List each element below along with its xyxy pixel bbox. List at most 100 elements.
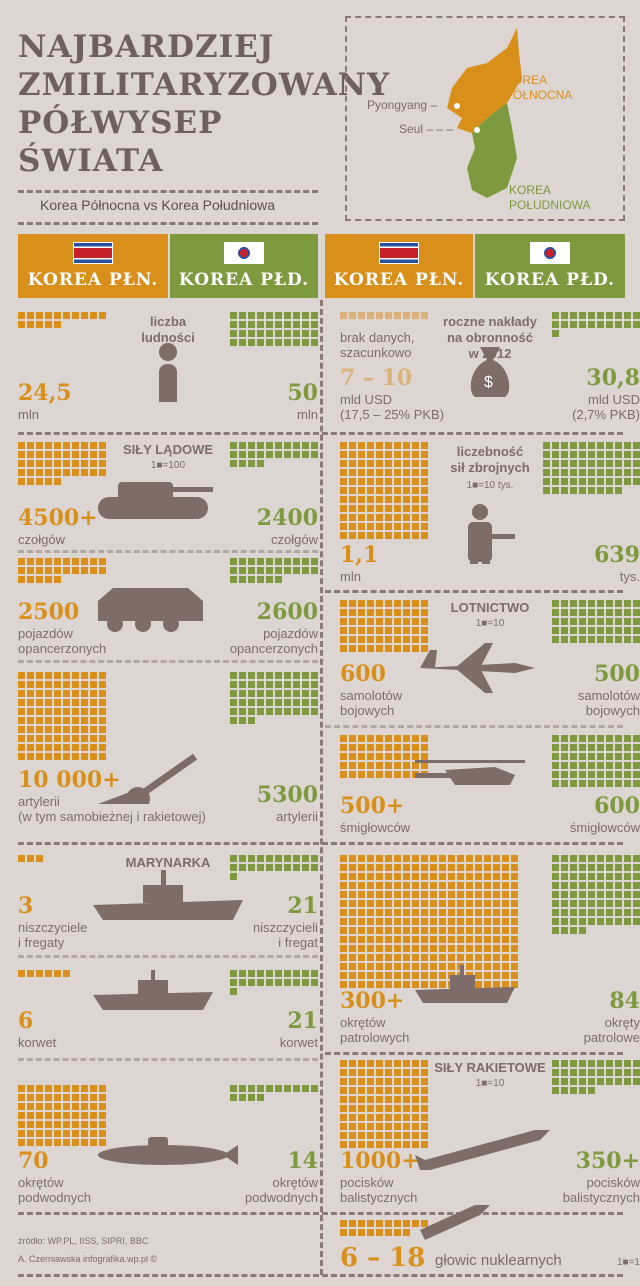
pictogram-square [18, 690, 25, 697]
pictogram-square [552, 909, 559, 916]
missile-icon [415, 1100, 565, 1190]
pictogram-square [72, 442, 79, 449]
pictogram-square [615, 744, 622, 751]
pictogram-square [72, 717, 79, 724]
pictogram-square [412, 918, 419, 925]
pictogram-square [18, 1103, 25, 1110]
pictogram-square [54, 1139, 61, 1146]
pictogram-square [63, 442, 70, 449]
pictogram-square [358, 600, 365, 607]
pictogram-square [570, 753, 577, 760]
pictogram-square [18, 1094, 25, 1101]
pictogram-square [257, 864, 264, 871]
pictogram-square [349, 1069, 356, 1076]
pictogram-square [266, 330, 273, 337]
pictogram-square [63, 460, 70, 467]
pictogram-square [561, 478, 568, 485]
pictogram-square [412, 762, 419, 769]
pictogram-square [81, 469, 88, 476]
pictogram-square [457, 945, 464, 952]
pictogram-square [340, 981, 347, 988]
pictogram-square [257, 339, 264, 346]
pictogram-square [403, 927, 410, 934]
pictogram-square [448, 918, 455, 925]
pictogram-square [340, 600, 347, 607]
pictogram-square [293, 330, 300, 337]
pictogram-square [81, 717, 88, 724]
pictogram-square [439, 918, 446, 925]
pictogram-square [239, 855, 246, 862]
pictogram-square [385, 918, 392, 925]
pictogram-square [293, 864, 300, 871]
pictogram-square [502, 963, 509, 970]
pictogram-square [570, 927, 577, 934]
pictogram-square [588, 609, 595, 616]
pictogram-square [412, 855, 419, 862]
south-korea-unit: okrętów podwodnych [245, 1175, 318, 1205]
pictogram-square [493, 981, 500, 988]
pictogram-square [376, 735, 383, 742]
north-korea-pictogram [18, 970, 106, 977]
pictogram-square [385, 1141, 392, 1148]
south-korea-value: 600 [594, 793, 640, 819]
pictogram-square [448, 891, 455, 898]
pictogram-square [552, 864, 559, 871]
pictogram-square [248, 321, 255, 328]
pictogram-square [311, 708, 318, 715]
pictogram-square [284, 312, 291, 319]
pictogram-square [606, 882, 613, 889]
pictogram-square [579, 771, 586, 778]
pictogram-square [239, 442, 246, 449]
pictogram-square [275, 558, 282, 565]
pictogram-square [230, 1094, 237, 1101]
pictogram-square [99, 753, 106, 760]
pictogram-square [561, 855, 568, 862]
pictogram-square [552, 487, 559, 494]
pictogram-square [475, 918, 482, 925]
north-korea-flag-icon [73, 242, 113, 264]
pictogram-square [72, 312, 79, 319]
pictogram-square [90, 460, 97, 467]
pictogram-square [367, 1132, 374, 1139]
pictogram-square [266, 681, 273, 688]
pictogram-square [340, 487, 347, 494]
pictogram-square [63, 708, 70, 715]
pictogram-square [466, 909, 473, 916]
pictogram-square [394, 900, 401, 907]
pictogram-square [493, 918, 500, 925]
south-korea-unit: pocisków balistycznych [562, 1175, 640, 1205]
pictogram-square [349, 1060, 356, 1067]
pictogram-square [561, 1087, 568, 1094]
pictogram-square [475, 882, 482, 889]
pictogram-square [475, 981, 482, 988]
pictogram-square [597, 1060, 604, 1067]
pictogram-square [561, 771, 568, 778]
pictogram-square [63, 717, 70, 724]
pictogram-square [349, 627, 356, 634]
pictogram-square [230, 451, 237, 458]
pictogram-square [239, 576, 246, 583]
north-korea-value: 2500 [18, 599, 80, 625]
pictogram-square [340, 618, 347, 625]
pictogram-square [412, 442, 419, 449]
pictogram-square [358, 1087, 365, 1094]
pictogram-square [367, 460, 374, 467]
pictogram-square [349, 600, 356, 607]
pictogram-square [430, 981, 437, 988]
pictogram-square [302, 864, 309, 871]
north-korea-stat: 1,1 mln [340, 442, 640, 584]
pictogram-square [588, 900, 595, 907]
pictogram-square [358, 496, 365, 503]
pictogram-square [552, 618, 559, 625]
pictogram-square [293, 312, 300, 319]
pictogram-square [439, 927, 446, 934]
pictogram-square [624, 864, 631, 871]
pictogram-square [99, 1139, 106, 1146]
pictogram-square [376, 451, 383, 458]
pictogram-square [367, 523, 374, 530]
pictogram-square [466, 936, 473, 943]
pictogram-square [412, 645, 419, 652]
pictogram-square [493, 855, 500, 862]
pictogram-square [376, 1229, 383, 1236]
pictogram-square [403, 762, 410, 769]
